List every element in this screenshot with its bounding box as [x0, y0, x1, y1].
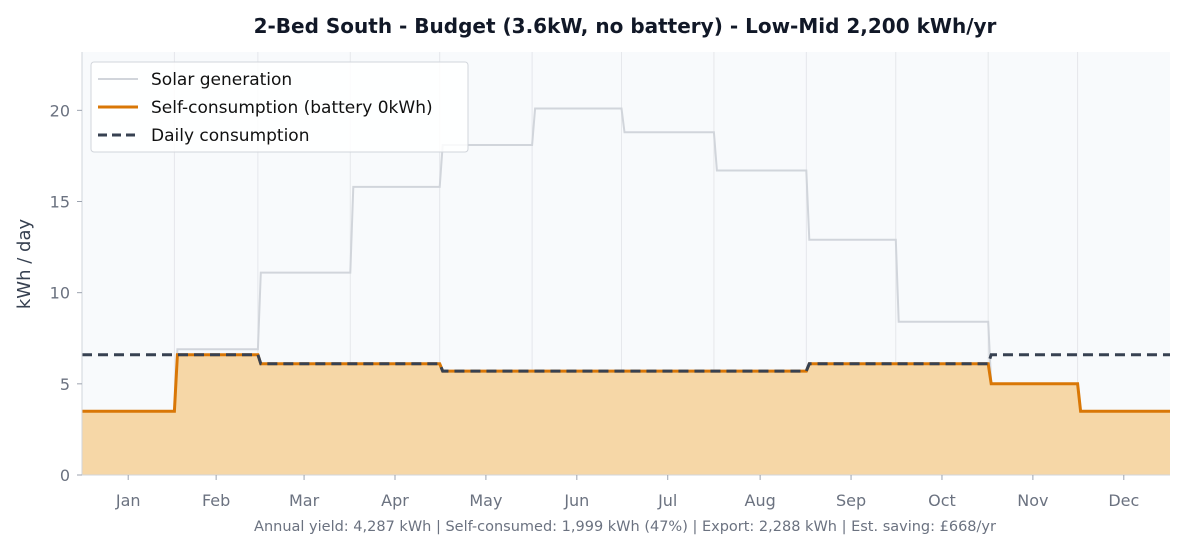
summary-footer: Annual yield: 4,287 kWh | Self-consumed:… — [254, 519, 996, 535]
x-tick-label: Dec — [1108, 491, 1139, 510]
y-tick-label: 15 — [50, 193, 70, 212]
x-tick-label: Nov — [1017, 491, 1048, 510]
legend-label-self-consumption: Self-consumption (battery 0kWh) — [151, 98, 433, 118]
daily-consumption-line — [82, 353, 1170, 373]
x-tick-label: Aug — [745, 491, 776, 510]
y-tick-label: 5 — [60, 375, 70, 394]
y-tick-label: 0 — [60, 466, 70, 485]
chart-title: 2-Bed South - Budget (3.6kW, no battery)… — [254, 14, 997, 38]
self-consumption-area — [82, 354, 1170, 475]
x-tick-label: Apr — [381, 491, 409, 510]
y-axis-label: kWh / day — [14, 219, 35, 310]
x-tick-label: Oct — [928, 491, 956, 510]
legend-label-consumption: Daily consumption — [151, 126, 310, 146]
y-tick-label: 20 — [50, 101, 70, 120]
x-tick-label: Jun — [563, 491, 589, 510]
legend-label-solar: Solar generation — [151, 70, 292, 90]
legend: Solar generation Self-consumption (batte… — [90, 61, 469, 153]
solar-generation-line — [82, 107, 1170, 413]
x-tick-label: Mar — [289, 491, 320, 510]
x-tick-label: Feb — [202, 491, 230, 510]
x-tick-label: May — [469, 491, 502, 510]
y-tick-label: 10 — [50, 284, 70, 303]
x-tick-label: Jul — [657, 491, 677, 510]
x-tick-label: Sep — [836, 491, 866, 510]
x-tick-label: Jan — [115, 491, 141, 510]
